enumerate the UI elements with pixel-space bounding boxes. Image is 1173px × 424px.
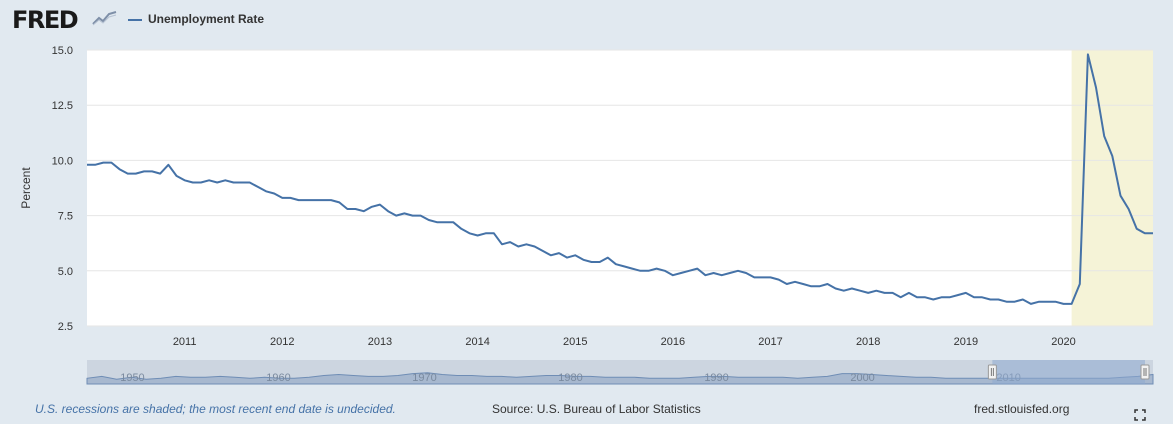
chart-header: FRED Unemployment Rate [0,0,1173,44]
legend-swatch [128,19,142,21]
navigator-tick-label: 1980 [558,372,582,384]
navigator-tick-label: 1990 [704,372,728,384]
site-link[interactable]: fred.stlouisfed.org [974,402,1070,416]
navigator-handle-right[interactable] [1140,364,1150,380]
x-tick-label: 2011 [173,336,197,348]
x-tick-label: 2012 [270,336,294,348]
y-tick-label: 10.0 [52,155,73,167]
x-tick-label: 2020 [1051,336,1075,348]
y-tick-label: 2.5 [58,321,73,333]
navigator-selection[interactable] [992,360,1145,384]
x-tick-label: 2017 [758,336,782,348]
x-tick-label: 2014 [465,336,489,348]
fred-logo-graph-icon [92,11,117,26]
x-tick-label: 2013 [368,336,392,348]
x-tick-label: 2016 [661,336,685,348]
navigator-tick-label: 1960 [266,372,290,384]
fred-logo[interactable]: FRED [12,6,79,34]
recession-shading-layer [1071,50,1153,326]
plot-background [87,50,1153,326]
x-tick-label: 2018 [856,336,880,348]
navigator-handle-left[interactable] [987,364,997,380]
recession-shade [1071,50,1153,326]
x-tick-label: 2019 [954,336,978,348]
fullscreen-icon[interactable] [1134,409,1146,421]
navigator-tick-label: 2000 [850,372,874,384]
y-axis-ticks: 2.5 5.0 7.5 10.0 12.5 15.0 [52,45,73,333]
navigator[interactable]: 1950196019701980199020002010 [86,360,1154,385]
x-axis-ticks: 2011 2012 2013 2014 2015 2016 2017 2018 2019 2020 [173,336,1076,348]
navigator-tick-label: 1970 [412,372,436,384]
y-tick-label: 5.0 [58,266,73,278]
legend-label[interactable]: Unemployment Rate [148,12,265,26]
y-tick-label: 7.5 [58,211,73,223]
y-axis-label: Percent [19,167,33,209]
chart: 2.55.07.510.012.515.0 2011 2012 2013 2014 20… [19,45,1154,385]
recession-note: U.S. recessions are shaded; the most rec… [35,402,396,416]
navigator-tick-label: 1950 [120,372,144,384]
x-tick-label: 2015 [563,336,587,348]
y-tick-label: 15.0 [52,45,73,57]
source-note[interactable]: Source: U.S. Bureau of Labor Statistics [492,402,701,416]
y-tick-label: 12.5 [52,100,73,112]
gridlines [87,49,1153,327]
series-line-unemployment-rate[interactable] [87,53,1153,305]
